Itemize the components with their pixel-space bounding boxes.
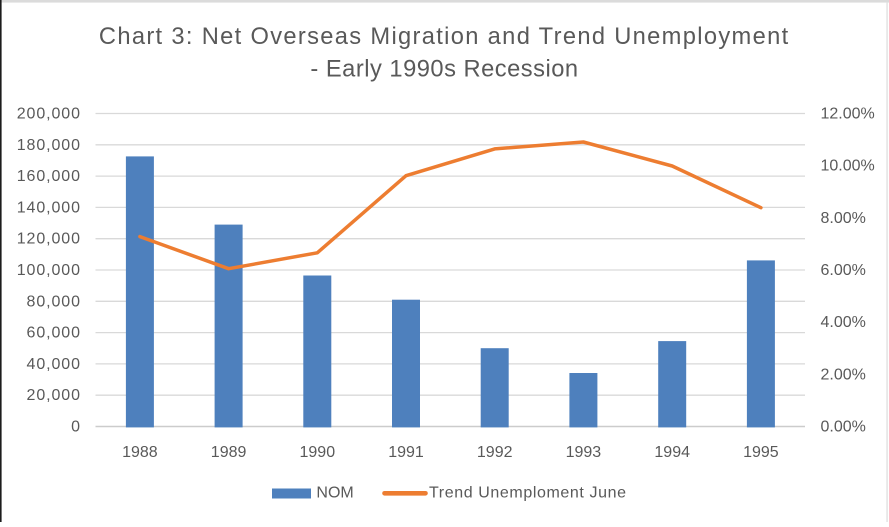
svg-text:10.00%: 10.00% bbox=[821, 158, 875, 175]
svg-text:100,000: 100,000 bbox=[17, 262, 81, 279]
svg-text:80,000: 80,000 bbox=[27, 293, 81, 310]
svg-text:1994: 1994 bbox=[654, 444, 690, 461]
svg-text:40,000: 40,000 bbox=[27, 356, 81, 373]
svg-text:0: 0 bbox=[71, 419, 81, 436]
svg-text:6.00%: 6.00% bbox=[821, 262, 866, 279]
svg-text:140,000: 140,000 bbox=[17, 199, 81, 216]
svg-text:Trend Unemploment June: Trend Unemploment June bbox=[429, 484, 627, 501]
svg-text:- Early 1990s Recession: - Early 1990s Recession bbox=[310, 57, 578, 83]
svg-text:1989: 1989 bbox=[211, 444, 247, 461]
svg-text:1988: 1988 bbox=[122, 444, 158, 461]
svg-text:20,000: 20,000 bbox=[27, 387, 81, 404]
svg-text:120,000: 120,000 bbox=[17, 231, 81, 248]
svg-text:1993: 1993 bbox=[566, 444, 602, 461]
svg-text:NOM: NOM bbox=[316, 484, 353, 501]
svg-text:160,000: 160,000 bbox=[17, 168, 81, 185]
svg-text:Chart 3: Net Overseas Migratio: Chart 3: Net Overseas Migration and Tren… bbox=[99, 24, 790, 50]
svg-text:1991: 1991 bbox=[388, 444, 424, 461]
svg-text:4.00%: 4.00% bbox=[821, 314, 866, 331]
svg-text:180,000: 180,000 bbox=[17, 137, 81, 154]
svg-text:1992: 1992 bbox=[477, 444, 513, 461]
svg-text:1990: 1990 bbox=[300, 444, 336, 461]
svg-text:12.00%: 12.00% bbox=[821, 106, 875, 123]
svg-text:2.00%: 2.00% bbox=[821, 366, 866, 383]
svg-text:8.00%: 8.00% bbox=[821, 210, 866, 227]
svg-text:60,000: 60,000 bbox=[27, 325, 81, 342]
svg-text:1995: 1995 bbox=[743, 444, 779, 461]
svg-text:200,000: 200,000 bbox=[17, 106, 81, 123]
svg-text:0.00%: 0.00% bbox=[821, 419, 866, 436]
